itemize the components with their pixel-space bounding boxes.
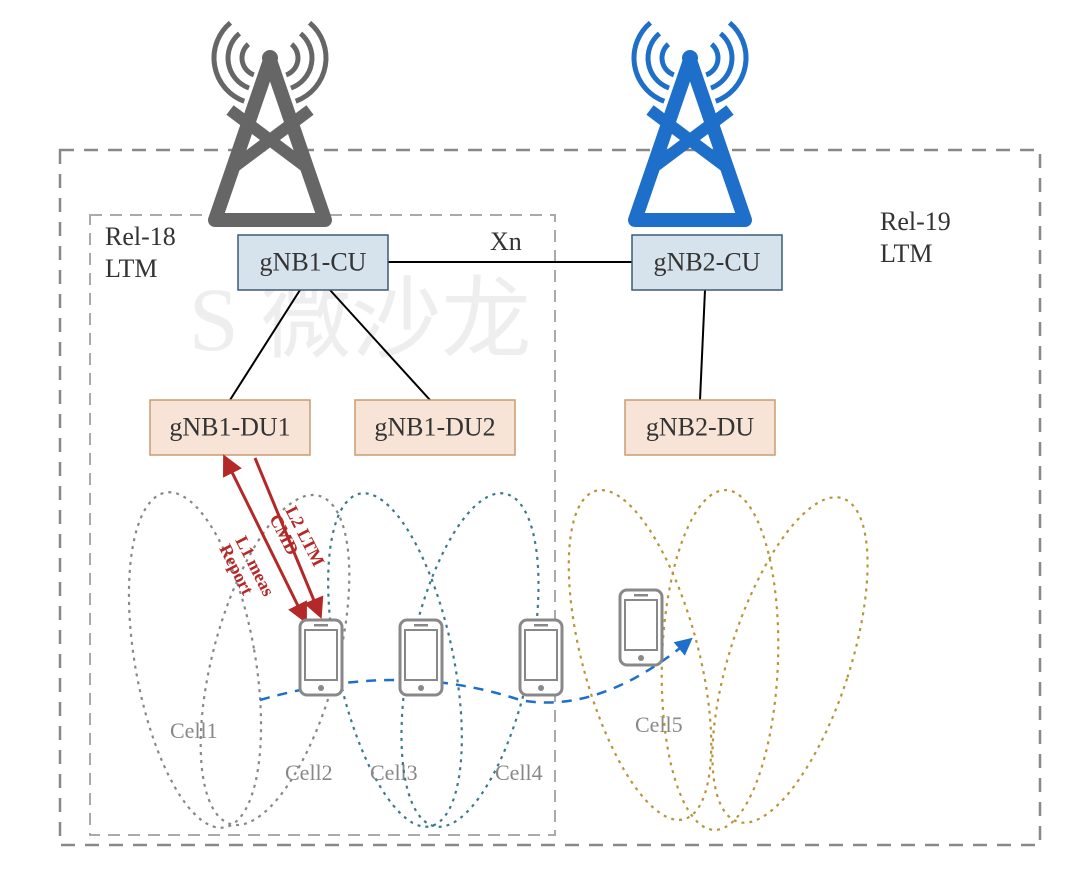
phone-icon bbox=[300, 620, 342, 695]
node-label: gNB1-DU2 bbox=[374, 413, 495, 442]
tower-icon bbox=[634, 23, 746, 220]
cell-label: Cell4 bbox=[495, 760, 543, 785]
xn-label: Xn bbox=[490, 227, 522, 256]
node-label: gNB1-CU bbox=[260, 248, 367, 277]
l2-label: L2 LTMCMD bbox=[265, 503, 328, 578]
phone-icon bbox=[400, 620, 442, 695]
node-label: gNB2-CU bbox=[654, 248, 761, 277]
link bbox=[700, 290, 705, 400]
cell-label: Cell5 bbox=[635, 712, 683, 737]
rel18-label: Rel-18LTM bbox=[105, 222, 176, 283]
cell-label: Cell2 bbox=[285, 760, 333, 785]
cell-label: Cell3 bbox=[370, 760, 418, 785]
cell-ellipse bbox=[656, 488, 784, 832]
node-label: gNB1-DU1 bbox=[169, 413, 290, 442]
cell-label: Cell1 bbox=[170, 718, 218, 743]
rel19-label: Rel-19LTM bbox=[880, 207, 951, 268]
cell-ellipse bbox=[680, 480, 899, 840]
cell-ellipse bbox=[106, 482, 283, 838]
tower-icon bbox=[214, 23, 326, 220]
phone-icon bbox=[520, 620, 562, 695]
phone-icon bbox=[620, 590, 662, 665]
node-label: gNB2-DU bbox=[646, 413, 755, 442]
